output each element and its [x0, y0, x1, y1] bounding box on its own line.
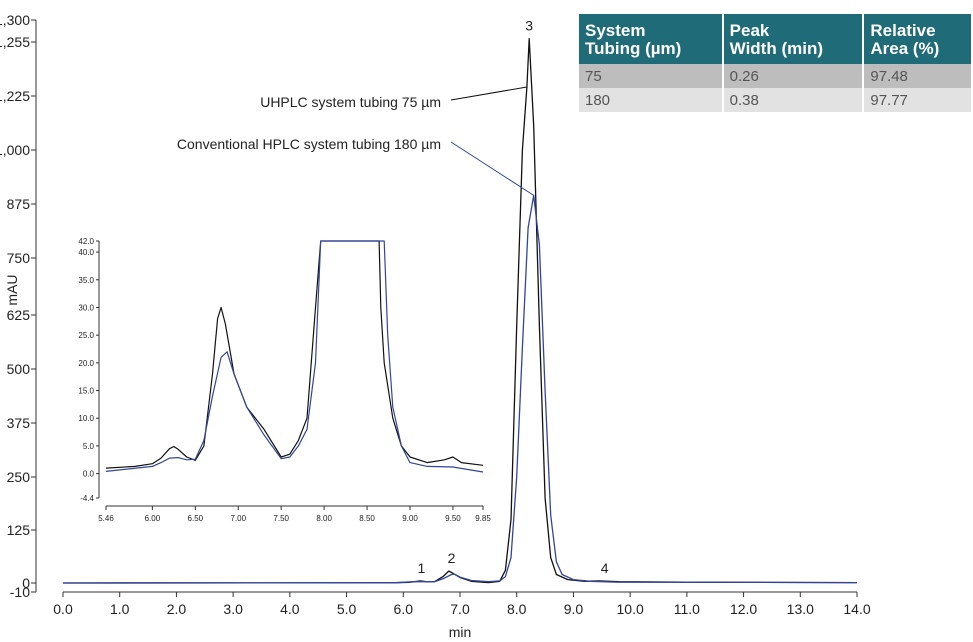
- inset-x-tick-label: 9.00: [402, 514, 418, 523]
- x-axis-label: min: [449, 624, 472, 640]
- x-tick-label: 12.0: [730, 601, 757, 617]
- inset-series-line-uhplc: [105, 240, 484, 469]
- annotations: UHPLC system tubing 75 µm Conventional HP…: [177, 86, 534, 196]
- table-header-row: System Tubing (µm) Peak Width (min) Rela…: [579, 14, 971, 64]
- inset-x-tick-label: 5.46: [98, 514, 114, 523]
- x-tick-label: 9.0: [564, 601, 584, 617]
- x-tick-label: 5.0: [337, 601, 357, 617]
- inset-x-tick-label: 8.50: [359, 514, 375, 523]
- inset-series-line-conventional: [105, 240, 484, 473]
- results-table: System Tubing (µm) Peak Width (min) Rela…: [577, 14, 973, 112]
- inset-x-tick-label: 8.00: [316, 514, 332, 523]
- y-tick-label: 1,000: [0, 142, 30, 158]
- x-tick-label: 7.0: [450, 601, 470, 617]
- table-cell: 97.48: [864, 64, 971, 88]
- x-tick-label: 0.0: [53, 601, 73, 617]
- peak-label: 2: [448, 550, 456, 566]
- y-tick-label: -10: [10, 584, 30, 600]
- y-tick-label: 250: [7, 469, 31, 485]
- inset-y-tick-label: 30.0: [78, 303, 94, 312]
- annotation-leader-line: [450, 141, 534, 196]
- table-cell: 180: [579, 88, 722, 112]
- x-tick-label: 1.0: [110, 601, 130, 617]
- x-tick-label: 13.0: [787, 601, 814, 617]
- series-line-conventional: [62, 194, 858, 584]
- y-tick-label: 1,255: [0, 34, 30, 50]
- x-tick-label: 4.0: [280, 601, 300, 617]
- x-tick-label: 14.0: [843, 601, 870, 617]
- y-tick-label: 875: [7, 196, 31, 212]
- inset-y-tick-label: 20.0: [78, 359, 94, 368]
- peak-label: 3: [525, 18, 533, 34]
- peak-label: 1: [418, 560, 426, 576]
- table-cell: 97.77: [864, 88, 971, 112]
- y-tick-label: 125: [7, 522, 31, 538]
- inset-y-tick-label: 5.0: [83, 442, 95, 451]
- inset-x-tick-label: 7.00: [230, 514, 246, 523]
- y-axis-label: mAU: [4, 274, 20, 305]
- x-tick-label: 10.0: [617, 601, 644, 617]
- inset-y-tick-label: 15.0: [78, 387, 94, 396]
- x-tick-label: 8.0: [507, 601, 527, 617]
- y-tick-label: 625: [7, 307, 31, 323]
- y-tick-label: 750: [7, 250, 31, 266]
- inset-plot-area: -4.4 0.0 5.0 10.0 15.0 20.0 25.0 30.0 35.0 40.0 42…: [78, 237, 491, 523]
- y-tick-label: 375: [7, 415, 31, 431]
- inset-y-tick-label: 40.0: [78, 248, 94, 257]
- inset-x-tick-label: 9.85: [475, 514, 491, 523]
- annotation-label: Conventional HPLC system tubing 180 µm: [177, 136, 441, 152]
- x-tick-label: 3.0: [223, 601, 243, 617]
- annotation-label: UHPLC system tubing 75 µm: [260, 94, 441, 110]
- inset-y-tick-label: 35.0: [78, 276, 94, 285]
- table-header-system-tubing: System Tubing (µm): [579, 14, 722, 64]
- y-tick-label: 1,225: [0, 88, 30, 104]
- table-header-peak-width: Peak Width (min): [723, 14, 863, 64]
- annotation-leader-line: [450, 86, 528, 101]
- table-row: 75 0.26 97.48: [579, 64, 971, 88]
- y-tick-label: 1,300: [0, 12, 30, 28]
- inset-y-tick-label: 10.0: [78, 414, 94, 423]
- table-cell: 0.26: [723, 64, 863, 88]
- table-cell: 0.38: [723, 88, 863, 112]
- table-header-relative-area: Relative Area (%): [864, 14, 971, 64]
- table-cell: 75: [579, 64, 722, 88]
- inset-x-tick-label: 6.50: [188, 514, 204, 523]
- x-tick-label: 2.0: [167, 601, 187, 617]
- inset-y-tick-label: 0.0: [83, 470, 95, 479]
- series-line-uhplc: [62, 37, 858, 584]
- inset-y-tick-label: -4.4: [80, 494, 94, 503]
- y-tick-label: 0: [22, 575, 30, 591]
- table-row: 180 0.38 97.77: [579, 88, 971, 112]
- x-tick-label: 6.0: [394, 601, 414, 617]
- peak-label: 4: [601, 560, 609, 576]
- inset-x-tick-label: 6.00: [145, 514, 161, 523]
- inset-y-tick-label: 25.0: [78, 331, 94, 340]
- x-tick-label: 11.0: [674, 601, 700, 617]
- inset-x-tick-label: 9.50: [445, 514, 461, 523]
- inset-x-tick-label: 7.50: [273, 514, 289, 523]
- main-plot-area: 1 2 3 4: [62, 18, 858, 584]
- y-tick-label: 500: [7, 361, 31, 377]
- inset-y-tick-label: 42.0: [78, 237, 94, 246]
- main-axes: -1001252503755006257508751,0001,2251,255…: [0, 12, 871, 617]
